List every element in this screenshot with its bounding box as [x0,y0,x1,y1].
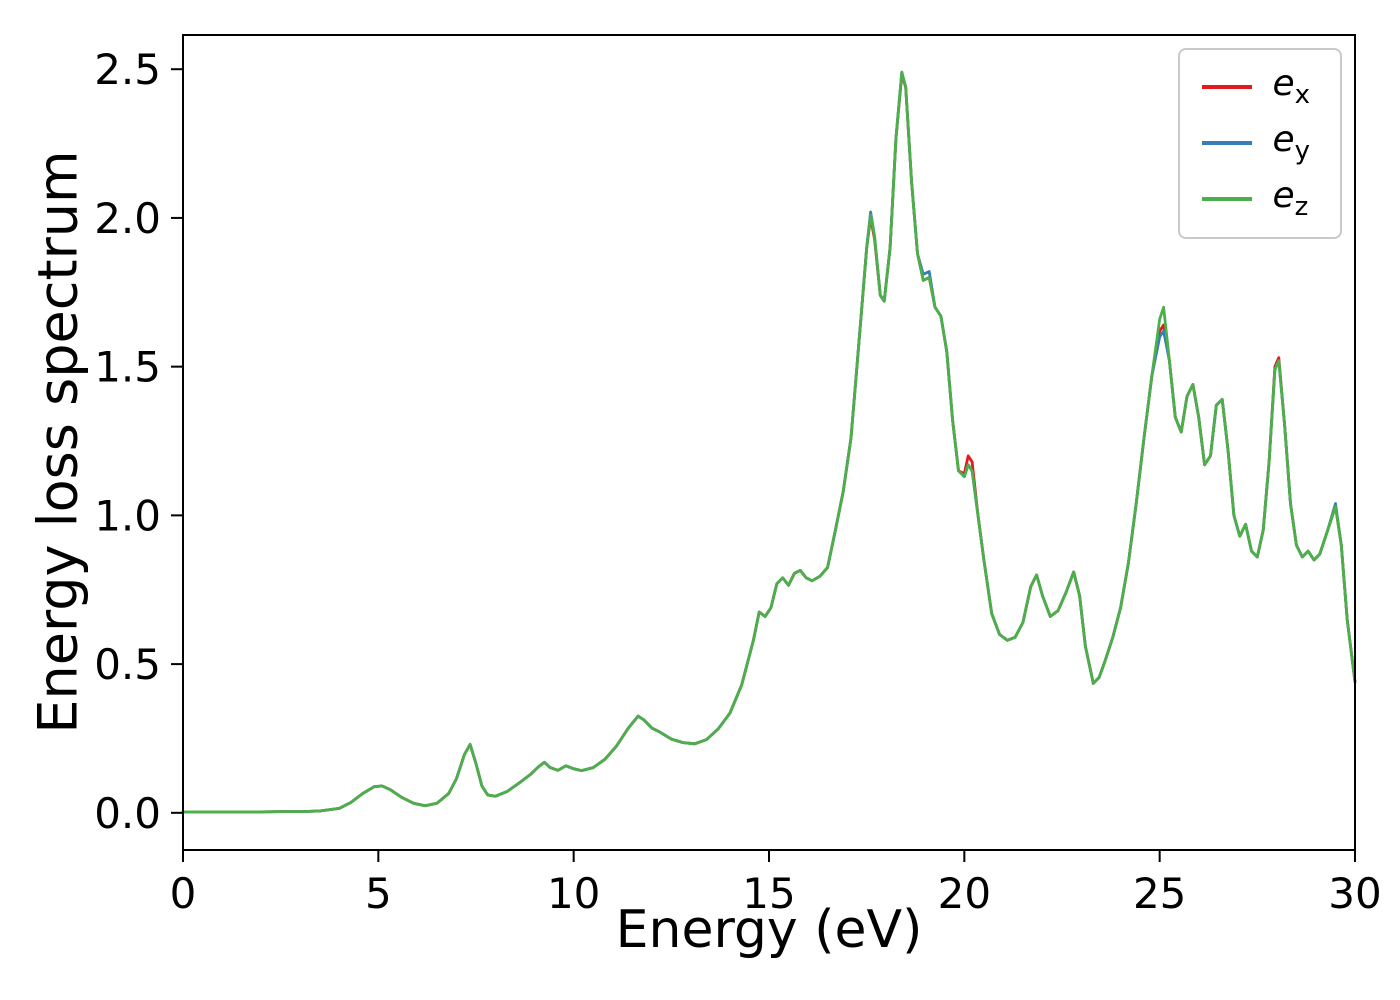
legend-label: ey [1272,119,1310,167]
x-tick-label: 15 [742,869,795,918]
y-tick-label: 1.0 [94,491,161,540]
y-tick-label: 2.0 [94,194,161,243]
y-tick-label: 2.5 [94,45,161,94]
legend-label: ez [1272,175,1309,223]
x-tick-label: 25 [1133,869,1186,918]
legend-item-e_x: ex [1202,66,1310,108]
series-line-e_z [181,70,1357,814]
legend-label: ex [1272,63,1310,111]
x-tick-label: 5 [365,869,392,918]
legend-line-swatch [1202,197,1253,202]
legend-item-e_y: ey [1202,122,1310,164]
y-tick-label: 1.5 [94,343,161,392]
legend-item-e_z: ez [1202,175,1310,223]
x-tick-label: 0 [170,869,197,918]
legend-line-swatch [1202,141,1253,146]
x-tick-label: 10 [547,869,600,918]
y-axis-label: Energy loss spectrum [26,150,90,734]
y-tick-label: 0.0 [94,789,161,838]
y-tick-label: 0.5 [94,640,161,689]
legend: ex ey ez [1178,48,1342,239]
legend-line-swatch [1202,85,1253,90]
x-tick-label: 20 [938,869,991,918]
x-axis-label: Energy (eV) [615,900,923,960]
x-tick-label: 30 [1328,869,1381,918]
